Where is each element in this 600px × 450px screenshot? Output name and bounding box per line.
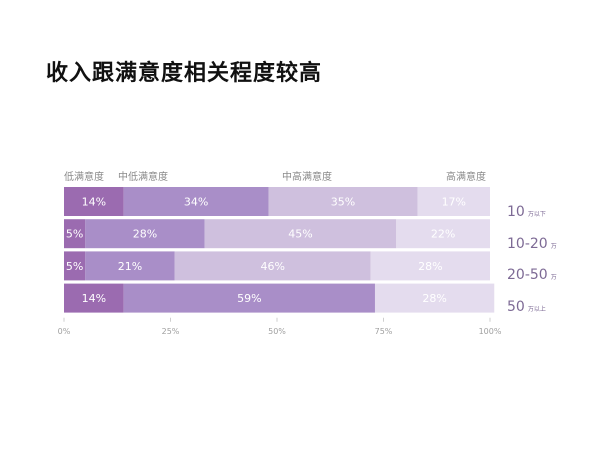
bar-value-label: 46% [261,260,285,273]
x-axis-tick-label: 25% [162,327,180,336]
bar-segment [204,219,397,249]
row-label-number: 10-20 [507,236,548,252]
row-label-unit: 万以上 [527,306,546,313]
bar-segment [85,251,175,281]
bar-value-label: 59% [237,292,261,305]
x-axis-tick-label: 75% [375,327,393,336]
bar-value-label: 28% [418,260,442,273]
bar-segment [123,187,269,216]
bar-value-label: 22% [431,228,455,241]
row-label-number: 10 [507,204,525,220]
chart-title: 收入跟满意度相关程度较高 [46,61,323,86]
bar-segment [417,187,490,216]
segment-header-mid-low: 中低满意度 [118,172,168,183]
bar-segment [64,251,86,281]
row-label-3: 50 万以上 [507,296,546,315]
bar-segment [85,219,205,249]
row-label-unit: 万 [550,243,557,250]
bar-segment [64,219,86,249]
row-label-1: 10-20 万 [507,233,557,252]
bar-segment [370,251,490,281]
bar-value-label: 14% [82,196,106,209]
bar-segment [64,283,124,313]
row-label-2: 20-50 万 [507,264,557,283]
row-label-unit: 万 [550,274,557,281]
row-label-unit: 万以下 [527,211,546,218]
bar-segment [268,187,418,216]
row-label-number: 20-50 [507,267,548,283]
bar-segment [396,219,490,249]
bar-value-label: 17% [442,196,466,209]
bar-value-label: 34% [184,196,208,209]
bar-segment [174,251,371,281]
bar-value-label: 35% [331,196,355,209]
bar-value-label: 5% [66,228,83,241]
x-axis-tick-label: 100% [479,327,502,336]
bar-value-label: 14% [82,292,106,305]
bar-value-label: 5% [66,260,83,273]
bar-value-label: 28% [133,228,157,241]
bar-value-label: 21% [118,260,142,273]
bar-segment [123,283,375,313]
bar-segment [374,283,495,313]
segment-header-mid-high: 中高满意度 [282,172,332,183]
bar-value-label: 28% [422,292,446,305]
row-label-number: 50 [507,299,525,315]
bar-value-label: 45% [288,228,312,241]
segment-header-high: 高满意度 [446,172,486,183]
x-axis-tick-label: 50% [268,327,286,336]
row-label-0: 10 万以下 [507,201,546,220]
x-axis-tick-label: 0% [58,327,71,336]
segment-header-low: 低满意度 [64,172,104,183]
bar-segment [64,187,124,216]
